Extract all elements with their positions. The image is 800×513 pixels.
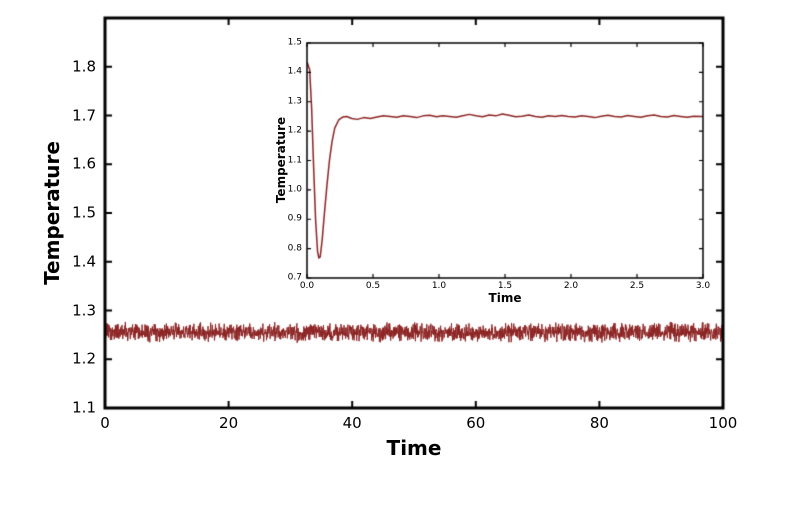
inset-y-tick-label: 1.1: [287, 155, 302, 165]
inset-x-tick-label: 0.0: [299, 281, 315, 291]
main-x-tick-label: 60: [466, 414, 486, 432]
main-y-tick-label: 1.4: [72, 252, 96, 271]
inset-x-tick-label: 3.0: [695, 281, 711, 291]
inset-x-axis-label: Time: [488, 291, 522, 305]
inset-y-tick-label: 1.4: [287, 66, 302, 77]
inset-y-axis-label: Temperature: [274, 116, 288, 204]
inset-y-tick-label: 1.5: [287, 37, 302, 48]
inset-x-tick-label: 0.5: [365, 281, 381, 291]
inset-x-tick-label: 2.5: [629, 281, 645, 291]
inset-y-tick-label: 0.7: [287, 272, 302, 283]
main-y-tick-label: 1.1: [72, 398, 96, 417]
main-y-axis-label: Temperature: [40, 141, 64, 285]
main-x-tick-label: 20: [219, 414, 239, 432]
inset-x-tick-label: 1.0: [431, 281, 447, 291]
main-y-tick-label: 1.2: [72, 349, 96, 368]
inset-y-tick-label: 1.3: [287, 96, 302, 107]
main-x-tick-label: 40: [342, 414, 362, 432]
main-y-tick-label: 1.5: [72, 203, 96, 222]
inset-y-tick-label: 0.8: [287, 243, 302, 254]
inset-y-tick-label: 1.0: [287, 184, 302, 195]
inset-y-tick-label: 0.9: [287, 213, 302, 224]
main-x-tick-label: 0: [100, 414, 110, 432]
inset-y-tick-label: 1.2: [287, 125, 302, 136]
main-y-tick-label: 1.7: [72, 106, 96, 124]
main-x-tick-label: 100: [708, 414, 738, 432]
main-y-tick-label: 1.8: [72, 57, 96, 76]
main-y-tick-label: 1.6: [72, 154, 96, 173]
inset-x-tick-label: 1.5: [497, 281, 513, 291]
main-x-axis-label: Time: [386, 436, 442, 460]
main-x-tick-label: 80: [589, 414, 609, 432]
inset-x-tick-label: 2.0: [563, 281, 579, 291]
main-y-tick-label: 1.3: [72, 301, 96, 319]
